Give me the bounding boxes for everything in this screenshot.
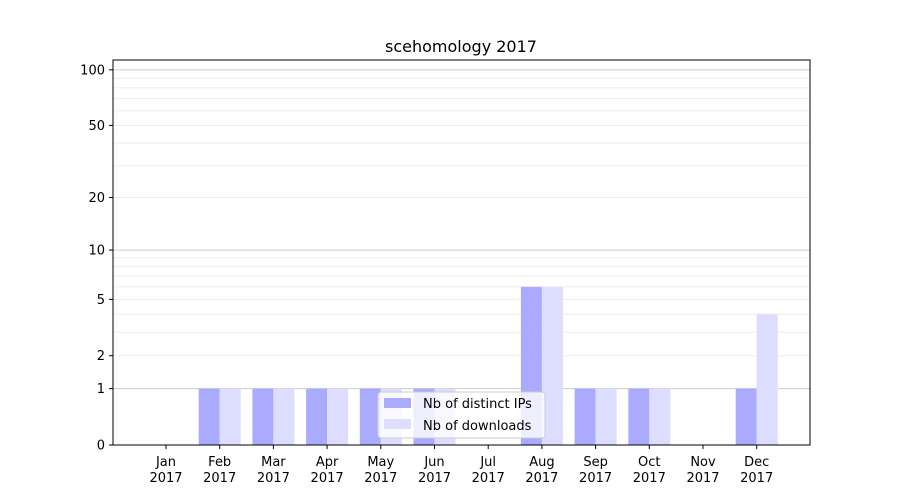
bar-distinct-ips xyxy=(198,388,220,445)
bar-distinct-ips xyxy=(252,388,274,445)
bar-downloads xyxy=(756,314,778,445)
bar-distinct-ips xyxy=(574,388,596,445)
bar-downloads xyxy=(649,388,671,445)
x-tick-label: 2017 xyxy=(257,471,290,486)
x-tick-label: 2017 xyxy=(686,471,719,486)
x-tick-label: Jun xyxy=(423,455,444,470)
x-tick-label: Dec xyxy=(744,455,769,470)
plot-frame xyxy=(112,59,811,446)
bar-downloads xyxy=(327,388,349,445)
x-tick-label: 2017 xyxy=(525,471,558,486)
x-tick-label: Jan xyxy=(155,455,176,470)
x-tick-label: 2017 xyxy=(364,471,397,486)
bar-downloads xyxy=(273,388,295,445)
x-tick-label: Oct xyxy=(638,455,660,470)
x-tick-label: Aug xyxy=(529,455,554,470)
y-tick-label: 50 xyxy=(88,119,105,134)
y-tick-label: 10 xyxy=(88,244,105,259)
x-tick-label: 2017 xyxy=(472,471,505,486)
y-tick-label: 100 xyxy=(80,63,105,78)
bar-distinct-ips xyxy=(359,388,381,445)
x-tick-label: Jul xyxy=(479,455,496,470)
x-tick-label: Sep xyxy=(583,455,608,470)
bar-distinct-ips xyxy=(628,388,650,445)
x-tick-label: Mar xyxy=(261,455,286,470)
legend: Nb of distinct IPs Nb of downloads xyxy=(377,391,546,439)
x-tick-label: 2017 xyxy=(633,471,666,486)
bars xyxy=(198,286,778,445)
x-axis: Jan2017Feb2017Mar2017Apr2017May2017Jun20… xyxy=(149,445,773,486)
y-tick-label: 20 xyxy=(88,191,105,206)
x-tick-label: 2017 xyxy=(149,471,182,486)
chart-title: scehomology 2017 xyxy=(385,37,537,56)
bar-downloads xyxy=(541,286,563,445)
x-tick-label: 2017 xyxy=(311,471,344,486)
bar-distinct-ips xyxy=(306,388,328,445)
legend-label-downloads: Nb of downloads xyxy=(423,419,532,434)
y-tick-label: 1 xyxy=(97,382,105,397)
x-tick-label: 2017 xyxy=(203,471,236,486)
legend-swatch-ips xyxy=(384,398,411,408)
x-tick-label: Apr xyxy=(316,455,339,470)
bar-downloads xyxy=(219,388,241,445)
bar-distinct-ips xyxy=(735,388,757,445)
x-tick-label: 2017 xyxy=(579,471,612,486)
bar-downloads xyxy=(595,388,617,445)
x-tick-label: 2017 xyxy=(418,471,451,486)
legend-frame xyxy=(377,391,546,439)
y-tick-label: 2 xyxy=(97,349,105,364)
y-tick-label: 0 xyxy=(97,439,105,454)
gridlines xyxy=(113,69,810,390)
y-axis: 0 1 2 5 10 20 50 100 xyxy=(80,63,113,454)
legend-swatch-downloads xyxy=(384,419,411,429)
x-tick-label: Feb xyxy=(208,455,231,470)
legend-label-ips: Nb of distinct IPs xyxy=(423,397,532,412)
x-tick-label: 2017 xyxy=(740,471,773,486)
x-tick-label: May xyxy=(367,455,394,470)
x-tick-label: Nov xyxy=(690,455,716,470)
y-tick-label: 5 xyxy=(97,293,105,308)
